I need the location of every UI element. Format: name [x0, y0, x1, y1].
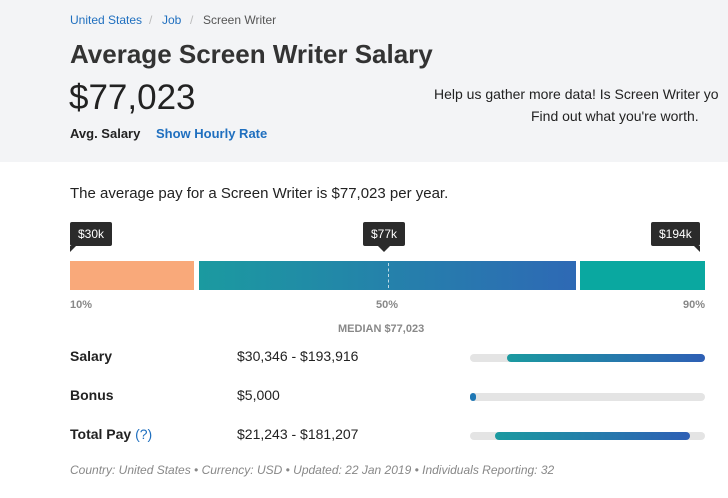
- breadcrumb-current: Screen Writer: [203, 13, 277, 27]
- range-segment: [70, 261, 194, 290]
- help-text: Find out what you're worth.: [531, 108, 699, 124]
- row-label-text: Total Pay: [70, 426, 132, 442]
- header-section: United States / Job / Screen Writer Aver…: [0, 0, 728, 162]
- help-text: Help us gather more data! Is Screen Writ…: [434, 86, 719, 102]
- percentile-label: 10%: [70, 299, 93, 311]
- percentile-label: 50%: [376, 299, 399, 311]
- row-value: $30,346 - $193,916: [237, 348, 359, 364]
- range-segment: [580, 261, 705, 290]
- breadcrumb-link[interactable]: Job: [162, 13, 182, 27]
- avg-salary: $77,023: [69, 78, 196, 117]
- tooltip: $194k: [651, 222, 700, 252]
- range-fill: [470, 393, 476, 401]
- summary-text: The average pay for a Screen Writer is $…: [70, 185, 449, 202]
- median-line: [388, 263, 389, 288]
- footer-meta: Country: United States • Currency: USD •…: [70, 463, 555, 477]
- range-fill: [507, 354, 705, 362]
- breadcrumb-link[interactable]: United States: [70, 13, 143, 27]
- row-label: Total Pay (?): [70, 426, 152, 442]
- row-value: $21,243 - $181,207: [237, 426, 359, 442]
- range-fill: [495, 432, 690, 440]
- tooltip-text: $77k: [371, 227, 398, 241]
- row-label: Bonus: [70, 387, 114, 403]
- help-link[interactable]: (?): [135, 426, 153, 442]
- page-title: Average Screen Writer Salary: [70, 39, 433, 69]
- hourly-link[interactable]: Show Hourly Rate: [156, 126, 268, 141]
- tooltip-text: $194k: [659, 227, 692, 241]
- median-label: MEDIAN $77,023: [338, 323, 425, 335]
- range-track: [470, 432, 705, 440]
- breadcrumb-separator: /: [190, 13, 194, 27]
- range-segment: [199, 261, 576, 290]
- avg-salary-label: Avg. Salary: [70, 126, 141, 141]
- tooltip-text: $30k: [78, 227, 105, 241]
- percentile-label: 90%: [682, 299, 705, 311]
- breadcrumb-separator: /: [149, 13, 153, 27]
- tooltip: $30k: [70, 222, 113, 252]
- range-track: [470, 393, 705, 401]
- tooltip: $77k: [363, 222, 406, 252]
- range-track: [470, 354, 705, 362]
- row-label: Salary: [70, 348, 113, 364]
- row-value: $5,000: [237, 387, 280, 403]
